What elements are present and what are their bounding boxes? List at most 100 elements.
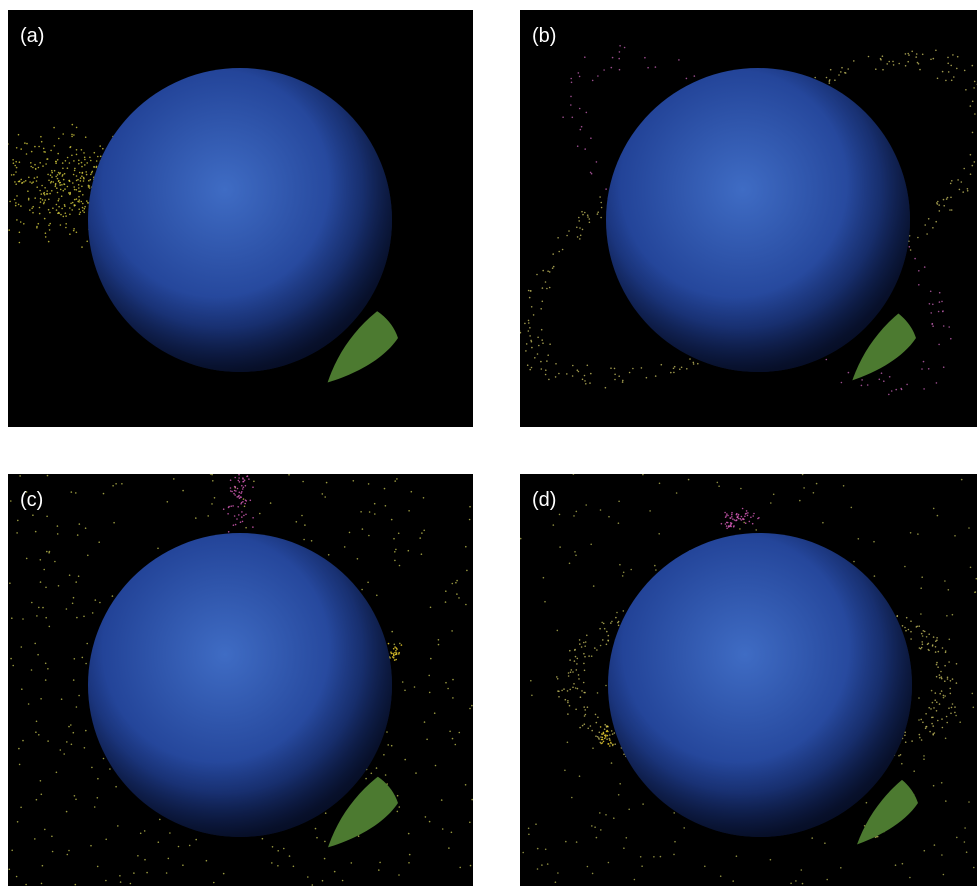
debris-dot bbox=[596, 161, 598, 163]
debris-dot bbox=[919, 647, 921, 649]
debris-dot bbox=[44, 187, 46, 189]
debris-dot bbox=[85, 663, 87, 665]
debris-dot bbox=[941, 676, 943, 678]
debris-dot bbox=[841, 67, 843, 69]
debris-dot bbox=[76, 180, 78, 182]
debris-dot bbox=[238, 480, 240, 482]
debris-dot bbox=[311, 540, 313, 542]
debris-dot bbox=[26, 558, 28, 560]
debris-dot bbox=[526, 343, 528, 345]
debris-dot bbox=[557, 630, 559, 632]
panel-label: (d) bbox=[532, 489, 556, 511]
debris-dot bbox=[920, 719, 922, 721]
debris-dot bbox=[973, 867, 975, 869]
debris-dot bbox=[234, 477, 236, 479]
debris-dot bbox=[383, 754, 385, 756]
debris-dot bbox=[465, 546, 467, 548]
debris-dot bbox=[137, 855, 139, 857]
debris-dot bbox=[910, 249, 912, 251]
debris-dot bbox=[572, 375, 574, 377]
debris-dot bbox=[590, 172, 592, 174]
debris-dot bbox=[917, 237, 919, 239]
debris-dot bbox=[212, 480, 214, 482]
debris-dot bbox=[158, 841, 160, 843]
debris-dot bbox=[57, 174, 59, 176]
debris-dot bbox=[38, 146, 40, 148]
debris-dot bbox=[421, 532, 423, 534]
debris-dot bbox=[932, 702, 934, 704]
debris-dot bbox=[54, 170, 56, 172]
debris-dot bbox=[18, 204, 20, 206]
debris-dot bbox=[572, 365, 574, 367]
debris-dot bbox=[604, 724, 606, 726]
debris-dot bbox=[525, 350, 527, 352]
debris-dot bbox=[939, 301, 941, 303]
debris-dot bbox=[925, 713, 927, 715]
debris-dot bbox=[583, 706, 585, 708]
debris-dot bbox=[567, 690, 569, 692]
debris-dot bbox=[81, 166, 83, 168]
debris-dot bbox=[918, 697, 920, 699]
debris-dot bbox=[934, 699, 936, 701]
debris-dot bbox=[599, 732, 601, 734]
debris-dot bbox=[394, 652, 396, 654]
debris-dot bbox=[49, 193, 51, 195]
debris-dot bbox=[8, 229, 10, 231]
debris-dot bbox=[830, 69, 832, 71]
debris-dot bbox=[861, 379, 863, 381]
debris-dot bbox=[232, 505, 234, 507]
debris-dot bbox=[65, 160, 67, 162]
shade bbox=[88, 68, 392, 372]
debris-dot bbox=[618, 375, 620, 377]
debris-dot bbox=[572, 687, 574, 689]
debris-dot bbox=[618, 522, 620, 524]
debris-dot bbox=[943, 199, 945, 201]
debris-dot bbox=[944, 680, 946, 682]
debris-dot bbox=[65, 227, 67, 229]
debris-dot bbox=[679, 368, 681, 370]
debris-dot bbox=[51, 170, 53, 172]
debris-dot bbox=[92, 612, 94, 614]
debris-dot bbox=[589, 222, 591, 224]
debris-dot bbox=[968, 801, 970, 803]
debris-dot bbox=[948, 326, 950, 328]
debris-dot bbox=[72, 202, 74, 204]
debris-dot bbox=[44, 829, 46, 831]
debris-dot bbox=[52, 851, 54, 853]
debris-dot bbox=[34, 197, 36, 199]
debris-dot bbox=[394, 644, 396, 646]
debris-dot bbox=[94, 806, 96, 808]
debris-dot bbox=[73, 230, 75, 232]
debris-dot bbox=[553, 266, 555, 268]
debris-dot bbox=[63, 753, 65, 755]
debris-dot bbox=[109, 768, 111, 770]
debris-dot bbox=[943, 325, 945, 327]
debris-dot bbox=[930, 312, 932, 314]
debris-dot bbox=[609, 738, 611, 740]
debris-dot bbox=[597, 736, 599, 738]
debris-dot bbox=[64, 188, 66, 190]
debris-dot bbox=[409, 854, 411, 856]
debris-dot bbox=[404, 690, 406, 692]
debris-dot bbox=[746, 510, 748, 512]
debris-dot bbox=[569, 689, 571, 691]
debris-dot bbox=[393, 648, 395, 650]
debris-dot bbox=[50, 174, 52, 176]
debris-dot bbox=[533, 314, 535, 316]
debris-dot bbox=[731, 514, 733, 516]
debris-dot bbox=[646, 377, 648, 379]
debris-dot bbox=[601, 739, 603, 741]
debris-dot bbox=[25, 884, 27, 886]
debris-dot bbox=[916, 53, 918, 55]
panel-image: (a) bbox=[8, 10, 473, 427]
debris-dot bbox=[882, 69, 884, 71]
debris-dot bbox=[577, 688, 579, 690]
debris-dot bbox=[881, 372, 883, 374]
debris-dot bbox=[8, 143, 9, 145]
debris-dot bbox=[571, 82, 573, 84]
debris-dot bbox=[600, 829, 602, 831]
debris-dot bbox=[921, 576, 923, 578]
debris-dot bbox=[573, 683, 575, 685]
debris-dot bbox=[584, 709, 586, 711]
debris-dot bbox=[529, 369, 531, 371]
